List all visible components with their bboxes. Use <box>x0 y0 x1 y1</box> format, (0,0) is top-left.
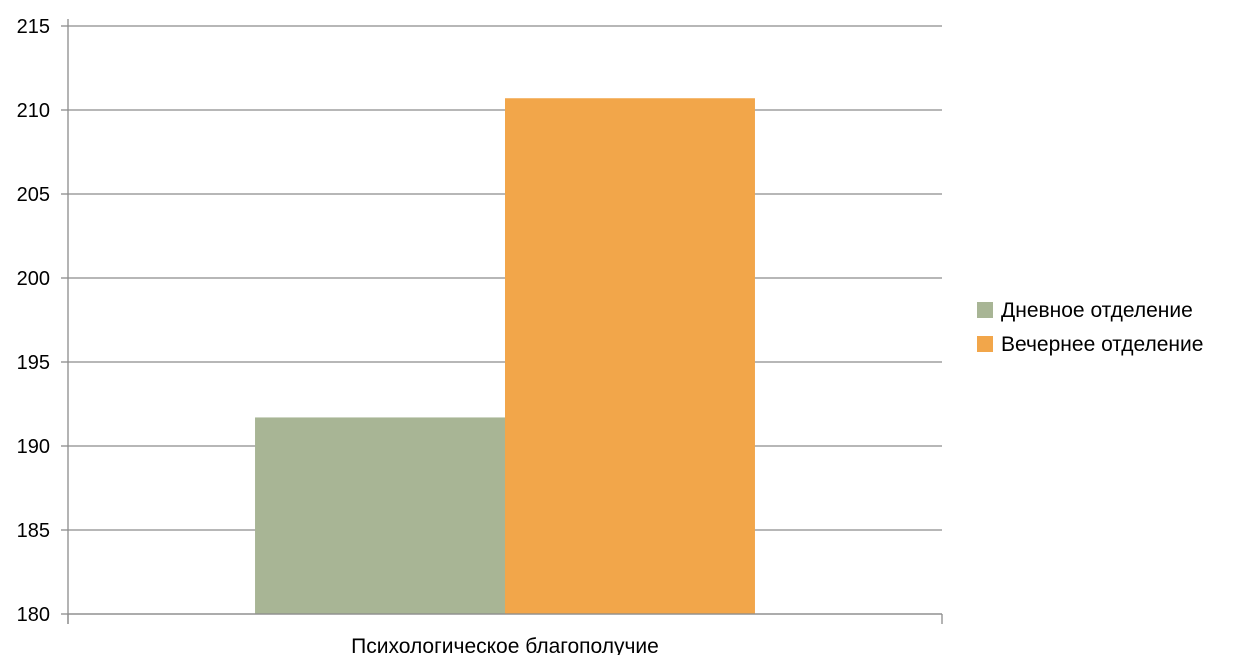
x-category-label: Психологическое благополучие <box>351 635 659 655</box>
y-tick-label: 185 <box>17 520 50 542</box>
bar-day-department <box>255 417 505 614</box>
bar-evening-department <box>505 98 755 615</box>
y-tick-label: 190 <box>17 436 50 458</box>
y-tick-label: 215 <box>17 16 50 38</box>
axes <box>61 19 943 624</box>
y-tick-label: 180 <box>17 604 50 626</box>
x-category-labels: Психологическое благополучие <box>351 635 659 655</box>
legend-swatch <box>977 336 993 352</box>
y-tick-labels: 180 185 190 195 200 205 210 215 <box>17 16 50 626</box>
legend-label: Дневное отделение <box>1001 299 1193 322</box>
y-tick-label: 210 <box>17 100 50 122</box>
y-tick-label: 200 <box>17 268 50 290</box>
bars <box>255 98 755 615</box>
y-tick-label: 195 <box>17 352 50 374</box>
legend: Дневное отделение Вечернее отделение <box>977 299 1203 356</box>
legend-label: Вечернее отделение <box>1001 333 1203 356</box>
y-tick-label: 205 <box>17 184 50 206</box>
legend-swatch <box>977 302 993 318</box>
